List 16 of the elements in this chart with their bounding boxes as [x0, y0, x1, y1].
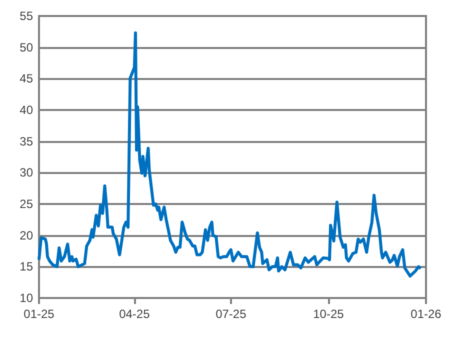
- y-tick-label: 25: [20, 197, 34, 211]
- y-tick-label: 30: [20, 166, 34, 180]
- x-tick-label: 01-26: [410, 307, 442, 321]
- y-tick-label: 20: [20, 228, 34, 242]
- y-tick-label: 50: [20, 40, 34, 54]
- line-series: [38, 31, 422, 278]
- x-tick-label: 10-25: [313, 307, 344, 321]
- y-tick-label: 40: [20, 103, 34, 117]
- y-tick-label: 10: [20, 291, 34, 305]
- x-tick-label: 04-25: [119, 307, 150, 321]
- y-tick-label: 55: [20, 9, 34, 23]
- y-tick-label: 45: [20, 72, 34, 86]
- y-tick-label: 35: [20, 134, 34, 148]
- y-tick-label: 15: [20, 260, 34, 274]
- x-tick-label: 07-25: [216, 307, 247, 321]
- x-tick-label: 01-25: [24, 307, 55, 321]
